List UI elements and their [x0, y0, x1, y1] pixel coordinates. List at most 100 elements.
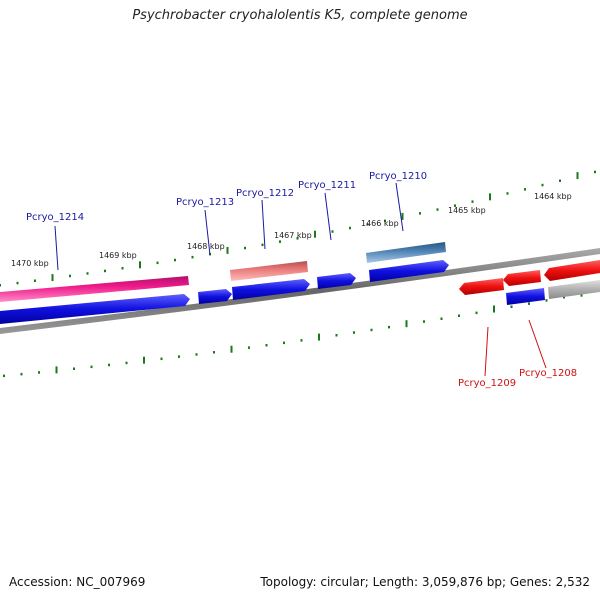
- scale-minor-tick: [528, 302, 530, 305]
- scale-minor-tick: [3, 374, 5, 378]
- scale-minor-tick: [73, 367, 75, 370]
- scale-minor-tick: [366, 223, 369, 226]
- cds-reverse-1207[interactable]: [544, 260, 600, 281]
- cds-reverse-1209[interactable]: [459, 278, 504, 295]
- feature-steelblue-1210[interactable]: [366, 242, 446, 263]
- scale-major-tick: [230, 345, 233, 353]
- scale-major-tick: [226, 246, 229, 254]
- cds-forward-1212[interactable]: [232, 279, 310, 300]
- gene-label-1210[interactable]: Pcryo_1210: [369, 171, 427, 182]
- scale-minor-tick: [335, 334, 338, 337]
- scale-major-tick: [576, 172, 579, 180]
- gene-label-1213[interactable]: Pcryo_1213: [176, 197, 234, 208]
- scale-minor-tick: [261, 243, 264, 247]
- leader-line-1212: [261, 199, 266, 250]
- scale-major-tick: [493, 305, 495, 313]
- cds-forward-1211[interactable]: [317, 273, 356, 289]
- scale-minor-tick: [471, 200, 474, 203]
- scale-label: 1467 kbp: [274, 231, 312, 240]
- leader-line-1211: [324, 192, 332, 241]
- gene-label-1208[interactable]: Pcryo_1208: [519, 368, 577, 379]
- scale-major-tick: [55, 366, 58, 374]
- scale-minor-tick: [104, 269, 106, 273]
- scale-minor-tick: [388, 325, 390, 329]
- scale-minor-tick: [353, 331, 355, 334]
- feature-gray[interactable]: [548, 280, 600, 299]
- scale-minor-tick: [545, 299, 548, 302]
- scale-minor-tick: [160, 357, 163, 361]
- scale-minor-tick: [86, 272, 89, 275]
- scale-minor-tick: [178, 355, 180, 358]
- scale-label: 1464 kbp: [534, 192, 572, 201]
- scale-minor-tick: [510, 305, 513, 308]
- scale-minor-tick: [244, 246, 246, 250]
- cds-forward-1214[interactable]: [0, 294, 190, 324]
- map-title: Psychrobacter cryohalolentis K5, complet…: [132, 8, 468, 23]
- scale-minor-tick: [440, 317, 443, 320]
- scale-minor-tick: [559, 179, 561, 182]
- scale-minor-tick: [454, 204, 456, 207]
- gene-label-1209[interactable]: Pcryo_1209: [458, 378, 516, 389]
- scale-label: 1466 kbp: [361, 219, 399, 228]
- gene-label-1214[interactable]: Pcryo_1214: [26, 212, 84, 223]
- outer-scale-ticks: [0, 170, 596, 287]
- scale-minor-tick: [121, 267, 124, 270]
- scale-minor-tick: [69, 274, 71, 278]
- feature-pink-1214[interactable]: [0, 276, 189, 302]
- scale-minor-tick: [423, 320, 425, 323]
- cds-forward-1208[interactable]: [506, 288, 545, 305]
- leader-line-1213: [204, 209, 211, 256]
- scale-minor-tick: [300, 339, 303, 342]
- scale-minor-tick: [195, 353, 198, 356]
- scale-minor-tick: [541, 183, 544, 187]
- gene-label-1212[interactable]: Pcryo_1212: [236, 188, 294, 199]
- accession-text: Accession: NC_007969: [9, 575, 146, 589]
- leader-line-1210: [395, 182, 404, 232]
- cds-forward-1210[interactable]: [369, 260, 449, 282]
- topology-text: Topology: circular; Length: 3,059,876 bp…: [260, 575, 590, 589]
- cds-forward-1213[interactable]: [198, 289, 232, 304]
- leader-line-1208: [528, 319, 547, 369]
- scale-minor-tick: [90, 365, 93, 369]
- leader-line-1209: [484, 326, 489, 377]
- feature-salmon-1212[interactable]: [230, 261, 308, 281]
- scale-minor-tick: [458, 314, 460, 317]
- scale-major-tick: [314, 230, 316, 238]
- scale-minor-tick: [16, 281, 19, 285]
- scale-major-tick: [143, 356, 145, 364]
- scale-label: 1469 kbp: [99, 251, 137, 260]
- scale-minor-tick: [191, 255, 194, 259]
- gene-label-1211[interactable]: Pcryo_1211: [298, 180, 356, 191]
- scale-minor-tick: [296, 237, 299, 240]
- scale-minor-tick: [156, 261, 159, 265]
- scale-minor-tick: [125, 361, 128, 365]
- scale-minor-tick: [248, 346, 250, 349]
- scale-minor-tick: [475, 311, 478, 315]
- scale-label: 1468 kbp: [187, 242, 225, 251]
- leader-line-1214: [54, 225, 59, 271]
- scale-minor-tick: [265, 344, 268, 347]
- scale-minor-tick: [436, 208, 439, 211]
- scale-minor-tick: [419, 212, 421, 215]
- scale-major-tick: [401, 212, 404, 220]
- cds-reverse-1208a[interactable]: [503, 270, 541, 286]
- scale-minor-tick: [594, 170, 596, 174]
- scale-minor-tick: [0, 284, 1, 287]
- scale-minor-tick: [524, 188, 526, 191]
- scale-minor-tick: [506, 192, 509, 195]
- scale-label: 1465 kbp: [448, 206, 486, 215]
- scale-minor-tick: [370, 328, 373, 332]
- scale-major-tick: [318, 333, 320, 341]
- scale-label: 1470 kbp: [11, 259, 49, 268]
- scale-minor-tick: [331, 230, 334, 233]
- scale-minor-tick: [174, 258, 176, 262]
- scale-major-tick: [51, 274, 54, 282]
- scale-minor-tick: [108, 363, 110, 367]
- scale-major-tick: [139, 261, 141, 269]
- scale-minor-tick: [279, 240, 281, 243]
- scale-minor-tick: [20, 372, 23, 376]
- scale-minor-tick: [563, 296, 565, 299]
- scale-minor-tick: [213, 351, 215, 354]
- scale-minor-tick: [384, 219, 386, 223]
